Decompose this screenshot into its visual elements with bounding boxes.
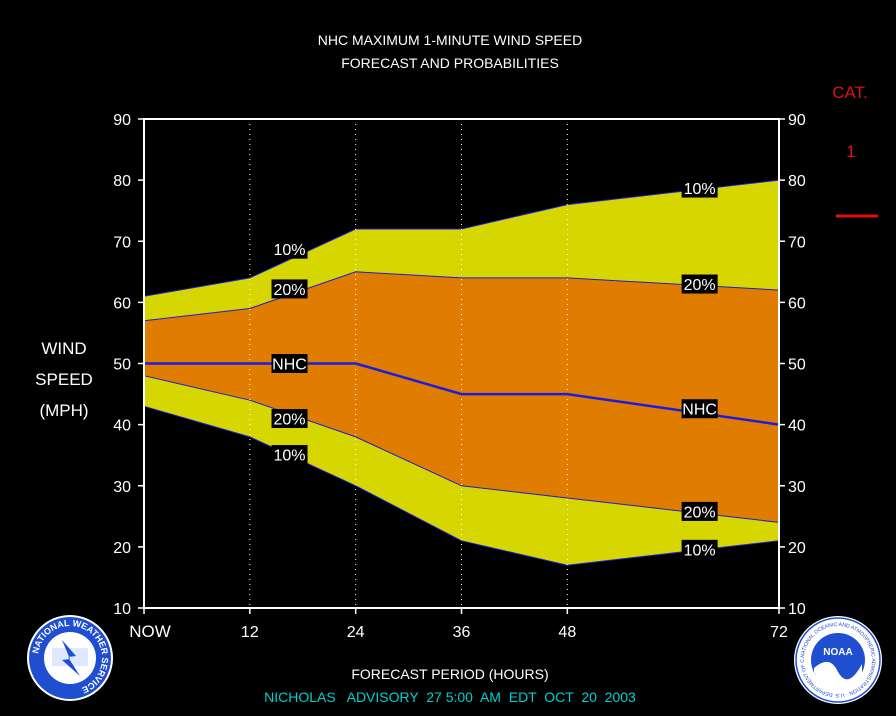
- nws-logo: NATIONAL WEATHER SERVICE: [27, 615, 113, 701]
- band-label: 20%: [681, 274, 718, 294]
- band-label: NHC: [271, 354, 308, 374]
- y-tick-label: 90: [113, 112, 131, 129]
- band-label: 20%: [271, 409, 308, 429]
- y-tick-label: 60: [113, 295, 131, 312]
- x-axis-label: FORECAST PERIOD (HOURS): [351, 666, 548, 682]
- y-axis-label-line-3: (MPH): [39, 401, 88, 420]
- band-label-text: 20%: [274, 282, 306, 299]
- band-20-percent: [144, 271, 779, 523]
- band-label: 10%: [681, 178, 718, 198]
- probability-bands: [143, 179, 780, 566]
- band-label-bg: [681, 501, 718, 521]
- y-tick-label: 40: [113, 418, 131, 435]
- y-tick-label-right: 30: [788, 479, 806, 496]
- band-label: 10%: [271, 445, 308, 465]
- y-tick-label-right: 40: [788, 418, 806, 435]
- band-label-bg: [681, 399, 718, 419]
- category-label: CAT.: [832, 83, 868, 102]
- band-labels: 10% 20% NHC 20% 10% 10% 20% NHC 20% 10%: [271, 178, 718, 559]
- band-label-bg: [271, 354, 308, 373]
- chart-subtitle: FORECAST AND PROBABILITIES: [341, 55, 559, 71]
- nhc-forecast-line: [144, 362, 780, 426]
- band-label: 20%: [681, 501, 718, 521]
- x-tick-label: 24: [347, 624, 365, 641]
- x-tick-label: 36: [453, 624, 471, 641]
- band-label-bg: [271, 239, 308, 259]
- band-label: 10%: [681, 539, 718, 559]
- category-value: 1: [846, 142, 855, 161]
- series-line-lower-10: [143, 405, 780, 566]
- band-label-bg: [271, 279, 308, 299]
- right-y-ticks: 10 20 30 40 50 60 70 80 90: [779, 112, 806, 618]
- y-tick-label: 80: [113, 173, 131, 190]
- y-tick-label-right: 10: [788, 601, 806, 618]
- x-tick-label: 72: [770, 624, 788, 641]
- band-label-text: NHC: [682, 402, 717, 419]
- band-label: 10%: [271, 239, 308, 259]
- y-axis-label-line-1: WIND: [41, 339, 86, 358]
- x-tick-label: 48: [558, 624, 576, 641]
- y-tick-label-right: 60: [788, 295, 806, 312]
- series-line-upper-20: [143, 271, 780, 322]
- nhc-forecast-line-group: [144, 362, 780, 426]
- noaa-logo-text: NOAA: [823, 647, 852, 658]
- y-tick-label-right: 20: [788, 540, 806, 557]
- chart-title: NHC MAXIMUM 1-MINUTE WIND SPEED: [318, 32, 582, 48]
- y-tick-label-right: 90: [788, 112, 806, 129]
- band-label-text: 20%: [684, 504, 716, 521]
- y-axis-label-line-2: SPEED: [35, 370, 93, 389]
- band-label-bg: [681, 539, 718, 559]
- y-tick-label: 70: [113, 234, 131, 251]
- band-label-text: 20%: [684, 277, 716, 294]
- y-tick-label: 30: [113, 479, 131, 496]
- band-label: 20%: [271, 279, 308, 299]
- y-tick-label: 50: [113, 357, 131, 374]
- y-tick-label-right: 80: [788, 173, 806, 190]
- series-line-upper-10: [143, 179, 780, 297]
- band-label: NHC: [681, 399, 718, 419]
- band-label-bg: [681, 274, 718, 294]
- y-tick-label: 10: [113, 601, 131, 618]
- y-tick-label: 20: [113, 540, 131, 557]
- band-label-text: 10%: [684, 181, 716, 198]
- band-label-text: 20%: [274, 412, 306, 429]
- y-tick-label-right: 70: [788, 234, 806, 251]
- band-label-bg: [681, 178, 718, 198]
- y-tick-label-right: 50: [788, 357, 806, 374]
- x-tick-label: 12: [241, 624, 259, 641]
- band-label-bg: [271, 445, 308, 465]
- x-tick-label: NOW: [129, 622, 171, 641]
- x-ticks: NOW 12 24 36 48 72: [129, 608, 788, 641]
- band-label-bg: [271, 409, 308, 429]
- advisory-line: NICHOLAS ADVISORY 27 5:00 AM EDT OCT 20 …: [264, 689, 636, 705]
- series-line-lower-20: [143, 375, 780, 523]
- band-label-text: 10%: [274, 448, 306, 465]
- band-label-text: 10%: [274, 242, 306, 259]
- left-y-ticks: 10 20 30 40 50 60 70 80 90: [113, 112, 144, 618]
- band-label-text: NHC: [272, 357, 307, 374]
- band-label-text: 10%: [684, 542, 716, 559]
